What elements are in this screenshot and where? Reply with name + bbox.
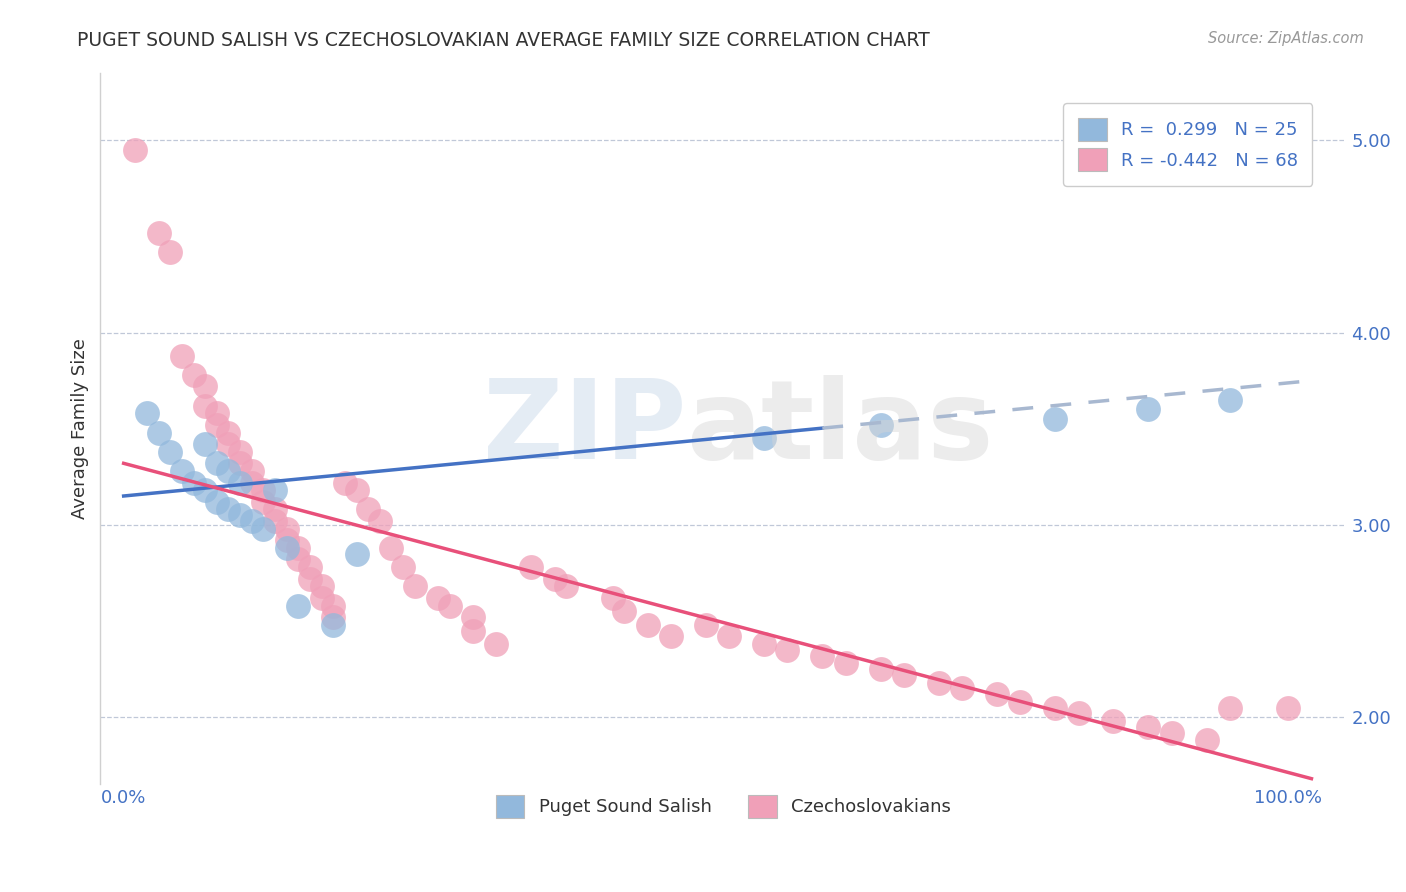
Y-axis label: Average Family Size: Average Family Size <box>72 338 89 519</box>
Point <box>287 599 309 613</box>
Point <box>183 475 205 490</box>
Point <box>264 483 287 498</box>
Point <box>1195 733 1218 747</box>
Point <box>1219 700 1241 714</box>
Point <box>205 406 228 420</box>
Text: atlas: atlas <box>686 376 994 483</box>
Point <box>194 399 217 413</box>
Point <box>834 657 856 671</box>
Point <box>148 226 170 240</box>
Point <box>217 502 239 516</box>
Legend: Puget Sound Salish, Czechoslovakians: Puget Sound Salish, Czechoslovakians <box>488 788 959 825</box>
Point <box>695 617 717 632</box>
Point <box>543 572 565 586</box>
Point <box>346 547 368 561</box>
Point <box>1010 695 1032 709</box>
Point <box>311 579 333 593</box>
Point <box>240 514 263 528</box>
Point <box>229 444 252 458</box>
Point <box>811 648 834 663</box>
Point <box>869 417 891 432</box>
Point <box>252 522 274 536</box>
Point <box>1067 706 1090 721</box>
Point <box>170 464 193 478</box>
Point <box>276 522 298 536</box>
Point <box>333 475 356 490</box>
Point <box>159 244 181 259</box>
Point <box>205 495 228 509</box>
Point <box>1045 700 1067 714</box>
Point <box>252 495 274 509</box>
Point <box>194 437 217 451</box>
Point <box>264 514 287 528</box>
Point <box>659 629 682 643</box>
Point <box>613 604 636 618</box>
Point <box>555 579 578 593</box>
Point <box>380 541 402 555</box>
Point <box>392 560 415 574</box>
Point <box>194 379 217 393</box>
Point <box>217 437 239 451</box>
Point <box>602 591 624 605</box>
Text: ZIP: ZIP <box>482 376 686 483</box>
Point <box>322 610 344 624</box>
Point <box>311 591 333 605</box>
Point <box>240 475 263 490</box>
Point <box>205 417 228 432</box>
Point <box>752 637 775 651</box>
Point <box>950 681 973 696</box>
Point <box>461 624 484 638</box>
Point <box>183 368 205 382</box>
Point <box>264 502 287 516</box>
Point <box>217 425 239 440</box>
Point <box>298 572 321 586</box>
Point <box>1045 412 1067 426</box>
Point <box>1102 714 1125 728</box>
Point <box>752 431 775 445</box>
Point <box>194 483 217 498</box>
Point <box>252 483 274 498</box>
Point <box>322 599 344 613</box>
Point <box>124 143 146 157</box>
Point <box>520 560 543 574</box>
Point <box>229 456 252 470</box>
Point <box>461 610 484 624</box>
Point <box>276 541 298 555</box>
Point <box>357 502 380 516</box>
Point <box>776 643 799 657</box>
Point <box>287 552 309 566</box>
Point <box>322 617 344 632</box>
Point <box>1137 402 1160 417</box>
Point <box>287 541 309 555</box>
Point <box>217 464 239 478</box>
Point <box>136 406 159 420</box>
Point <box>159 444 181 458</box>
Point <box>404 579 426 593</box>
Point <box>368 514 391 528</box>
Point <box>346 483 368 498</box>
Point <box>1219 392 1241 407</box>
Point <box>276 533 298 548</box>
Point <box>427 591 450 605</box>
Point <box>893 668 915 682</box>
Point <box>986 687 1008 701</box>
Point <box>1137 720 1160 734</box>
Text: PUGET SOUND SALISH VS CZECHOSLOVAKIAN AVERAGE FAMILY SIZE CORRELATION CHART: PUGET SOUND SALISH VS CZECHOSLOVAKIAN AV… <box>77 31 931 50</box>
Point <box>439 599 461 613</box>
Point <box>928 675 950 690</box>
Point <box>240 464 263 478</box>
Point <box>637 617 659 632</box>
Point <box>229 475 252 490</box>
Point <box>718 629 741 643</box>
Point <box>1160 725 1182 739</box>
Point <box>298 560 321 574</box>
Point <box>148 425 170 440</box>
Point <box>1277 700 1299 714</box>
Point <box>170 349 193 363</box>
Point <box>869 662 891 676</box>
Text: Source: ZipAtlas.com: Source: ZipAtlas.com <box>1208 31 1364 46</box>
Point <box>205 456 228 470</box>
Point <box>485 637 508 651</box>
Point <box>229 508 252 523</box>
